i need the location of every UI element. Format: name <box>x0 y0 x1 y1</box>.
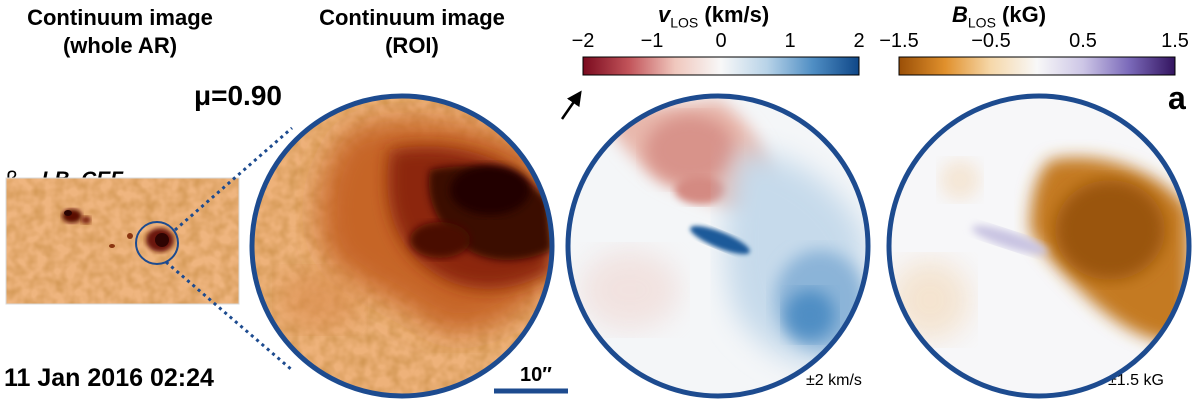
whole-ar-spots <box>62 209 174 252</box>
scale-bar-label: 10″ <box>520 364 552 386</box>
velocity-saturation-label: ±2 km/s <box>806 372 862 389</box>
velocity-image <box>568 96 868 396</box>
field-tick-3: 1.5 <box>1161 30 1189 52</box>
field-image <box>889 96 1189 396</box>
velocity-circle <box>565 93 871 399</box>
velocity-tick-3: 1 <box>784 30 795 52</box>
field-label-unit: (kG) <box>995 2 1047 27</box>
field-colorbar <box>898 56 1176 76</box>
title-whole-ar: Continuum image (whole AR) <box>0 4 240 60</box>
continuum-roi-circle <box>249 93 555 399</box>
velocity-label-unit: (km/s) <box>698 2 770 27</box>
title-roi-line1: Continuum image <box>319 5 505 30</box>
field-colorbar-ticks: −1.5 −0.5 0.5 1.5 <box>879 30 1189 52</box>
field-tick-2: 0.5 <box>1069 30 1097 52</box>
velocity-label-sub: LOS <box>670 14 699 31</box>
whole-ar-roi-circle <box>135 221 179 265</box>
field-saturation-label: ±1.5 kG <box>1108 372 1164 389</box>
velocity-tick-2: 0 <box>715 30 726 52</box>
title-whole-ar-line1: Continuum image <box>27 5 213 30</box>
connector-top <box>174 126 293 232</box>
velocity-tick-4: 2 <box>853 30 864 52</box>
mu-label: μ=0.90 <box>194 80 282 111</box>
panel-letter: a <box>1168 80 1186 116</box>
velocity-colorbar-label: vLOS (km/s) <box>658 2 769 30</box>
field-colorbar-label: BLOS (kG) <box>952 2 1046 30</box>
continuum-roi-image <box>252 96 552 396</box>
whole-ar-image <box>6 178 239 304</box>
title-roi-line2: (ROI) <box>385 33 439 58</box>
field-tick-0: −1.5 <box>879 30 918 52</box>
field-label-main: B <box>952 2 968 27</box>
velocity-label-main: v <box>658 2 671 27</box>
velocity-colorbar-ticks: −2 −1 0 1 2 <box>572 30 865 52</box>
title-roi: Continuum image (ROI) <box>262 4 562 60</box>
velocity-tick-1: −1 <box>641 30 664 52</box>
field-tick-1: −0.5 <box>971 30 1010 52</box>
date-label: 11 Jan 2016 02:24 <box>4 364 214 392</box>
velocity-tick-0: −2 <box>572 30 595 52</box>
title-whole-ar-line2: (whole AR) <box>62 33 178 58</box>
field-label-sub: LOS <box>967 14 996 31</box>
arrow-marker <box>560 90 582 120</box>
velocity-colorbar <box>582 56 860 76</box>
field-circle <box>886 93 1192 399</box>
